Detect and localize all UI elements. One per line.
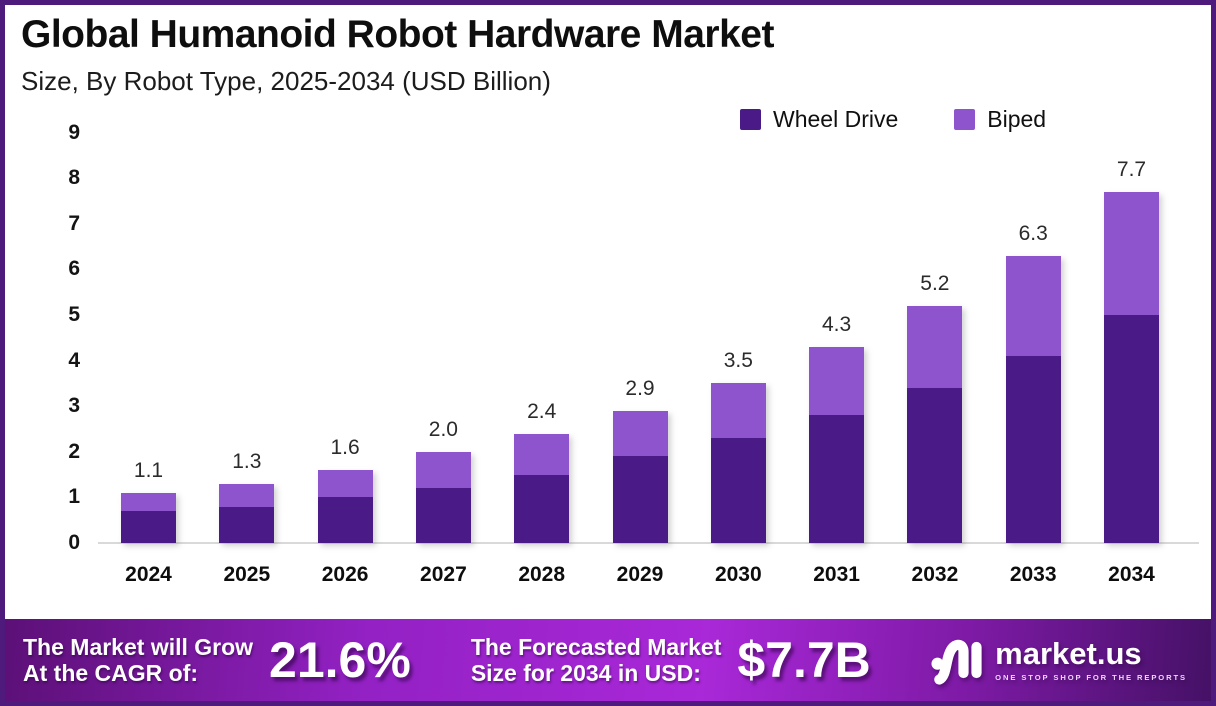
bar-2030 <box>710 383 766 543</box>
bar-total-label-2034: 7.7 <box>1116 157 1147 181</box>
bar-total-label-2033: 6.3 <box>1018 221 1048 245</box>
legend-item-wheel-drive: Wheel Drive <box>740 106 898 133</box>
y-axis-tick-6: 6 <box>68 257 80 281</box>
bar-segment-biped-2029 <box>612 410 668 457</box>
x-axis-label-2031: 2031 <box>813 563 860 586</box>
brand-text: market.us ONE STOP SHOP FOR THE REPORTS <box>995 638 1187 682</box>
y-axis-tick-9: 9 <box>68 120 80 144</box>
bar-segment-biped-2027 <box>415 451 471 489</box>
bar-total-label-2024: 1.1 <box>133 458 164 482</box>
bar-2025 <box>219 483 275 543</box>
forecast-value: $7.7B <box>737 632 871 688</box>
bar-segment-biped-2024 <box>121 492 176 512</box>
bar-segment-wheel-drive-2025 <box>219 506 275 543</box>
x-axis-label-2026: 2026 <box>321 563 369 586</box>
bar-segment-biped-2032 <box>907 305 963 388</box>
bar-segment-wheel-drive-2029 <box>612 456 668 543</box>
footer-banner: The Market will Grow At the CAGR of: 21.… <box>5 619 1211 701</box>
bar-2032 <box>907 305 963 543</box>
x-axis-label-2028: 2028 <box>518 563 566 586</box>
chart-subtitle: Size, By Robot Type, 2025-2034 (USD Bill… <box>21 66 551 96</box>
legend-swatch-wheel-drive <box>740 109 761 130</box>
brand-tagline: ONE STOP SHOP FOR THE REPORTS <box>995 673 1187 682</box>
legend-item-biped: Biped <box>954 106 1046 133</box>
bar-total-label-2030: 3.5 <box>723 349 753 373</box>
x-axis-label-2030: 2030 <box>714 563 762 586</box>
y-axis-tick-2: 2 <box>68 439 80 463</box>
bar-segment-biped-2031 <box>809 346 865 416</box>
x-axis-line <box>98 542 1199 544</box>
legend-swatch-biped <box>954 109 976 130</box>
bar-segment-biped-2034 <box>1104 191 1159 315</box>
bar-segment-wheel-drive-2034 <box>1104 314 1159 543</box>
bar-2033 <box>1005 255 1061 543</box>
x-axis-label-2032: 2032 <box>911 563 959 586</box>
bar-2024 <box>121 492 176 543</box>
legend-label-wheel-drive: Wheel Drive <box>773 106 899 132</box>
y-axis-tick-0: 0 <box>68 531 80 554</box>
brand-name: market.us <box>995 636 1142 671</box>
x-axis-label-2033: 2033 <box>1009 563 1057 586</box>
cagr-label: The Market will Grow At the CAGR of: <box>23 634 253 686</box>
y-axis-tick-4: 4 <box>68 348 80 372</box>
bar-segment-biped-2033 <box>1005 255 1061 357</box>
y-axis-tick-8: 8 <box>68 166 80 190</box>
bar-total-label-2029: 2.9 <box>625 376 655 400</box>
forecast-label-line1: The Forecasted Market <box>470 634 722 660</box>
bar-2028 <box>514 433 570 543</box>
bar-2026 <box>317 470 373 543</box>
bar-segment-biped-2028 <box>514 433 570 475</box>
x-axis-label-2034: 2034 <box>1108 563 1155 586</box>
chart-header: Global Humanoid Robot Hardware Market Si… <box>21 13 774 97</box>
x-axis-label-2024: 2024 <box>125 563 172 586</box>
bar-2027 <box>415 451 471 543</box>
bar-2034 <box>1104 191 1159 543</box>
cagr-label-line1: The Market will Grow <box>23 634 254 660</box>
bar-segment-wheel-drive-2030 <box>710 438 766 543</box>
cagr-label-line2: At the CAGR of: <box>23 660 199 686</box>
bar-segment-wheel-drive-2031 <box>809 415 865 543</box>
bar-total-label-2031: 4.3 <box>821 312 852 336</box>
bar-total-label-2026: 1.6 <box>330 436 360 460</box>
forecast-label: The Forecasted Market Size for 2034 in U… <box>471 634 722 686</box>
y-axis-tick-3: 3 <box>68 394 80 418</box>
bar-segment-wheel-drive-2033 <box>1005 356 1061 543</box>
forecast-label-line2: Size for 2034 in USD: <box>470 660 701 686</box>
legend-label-biped: Biped <box>987 106 1047 132</box>
bar-total-label-2032: 5.2 <box>920 271 950 295</box>
bar-2031 <box>809 346 865 543</box>
bar-segment-wheel-drive-2024 <box>121 511 176 543</box>
chart-legend: Wheel Drive Biped <box>740 106 1046 133</box>
bar-segment-wheel-drive-2032 <box>907 387 963 543</box>
bar-segment-wheel-drive-2028 <box>514 474 570 543</box>
x-axis-label-2025: 2025 <box>223 563 271 586</box>
plot-area: 0 1 2 3 4 5 6 7 8 9 1.1 2024 1.3 2025 1.6 2026 2.0 2027 2.… <box>5 5 1211 701</box>
bar-total-label-2028: 2.4 <box>527 399 557 423</box>
bar-2029 <box>612 410 668 543</box>
bar-segment-wheel-drive-2027 <box>415 488 471 543</box>
bar-segment-biped-2030 <box>710 383 766 439</box>
y-axis-tick-5: 5 <box>68 303 80 326</box>
bar-segment-wheel-drive-2026 <box>317 497 373 543</box>
bar-total-label-2025: 1.3 <box>232 449 262 473</box>
bar-segment-biped-2026 <box>317 470 373 498</box>
x-axis-label-2027: 2027 <box>420 563 467 586</box>
y-axis-tick-7: 7 <box>68 211 80 235</box>
cagr-value: 21.6% <box>269 632 411 688</box>
y-axis-tick-1: 1 <box>68 485 80 509</box>
bar-total-label-2027: 2.0 <box>428 417 458 441</box>
brand-logo[interactable]: market.us ONE STOP SHOP FOR THE REPORTS <box>930 634 1187 686</box>
page-title: Global Humanoid Robot Hardware Market <box>21 13 774 56</box>
marketus-logo-icon <box>931 639 982 685</box>
x-axis-label-2029: 2029 <box>616 563 664 586</box>
bar-segment-biped-2025 <box>219 483 275 507</box>
